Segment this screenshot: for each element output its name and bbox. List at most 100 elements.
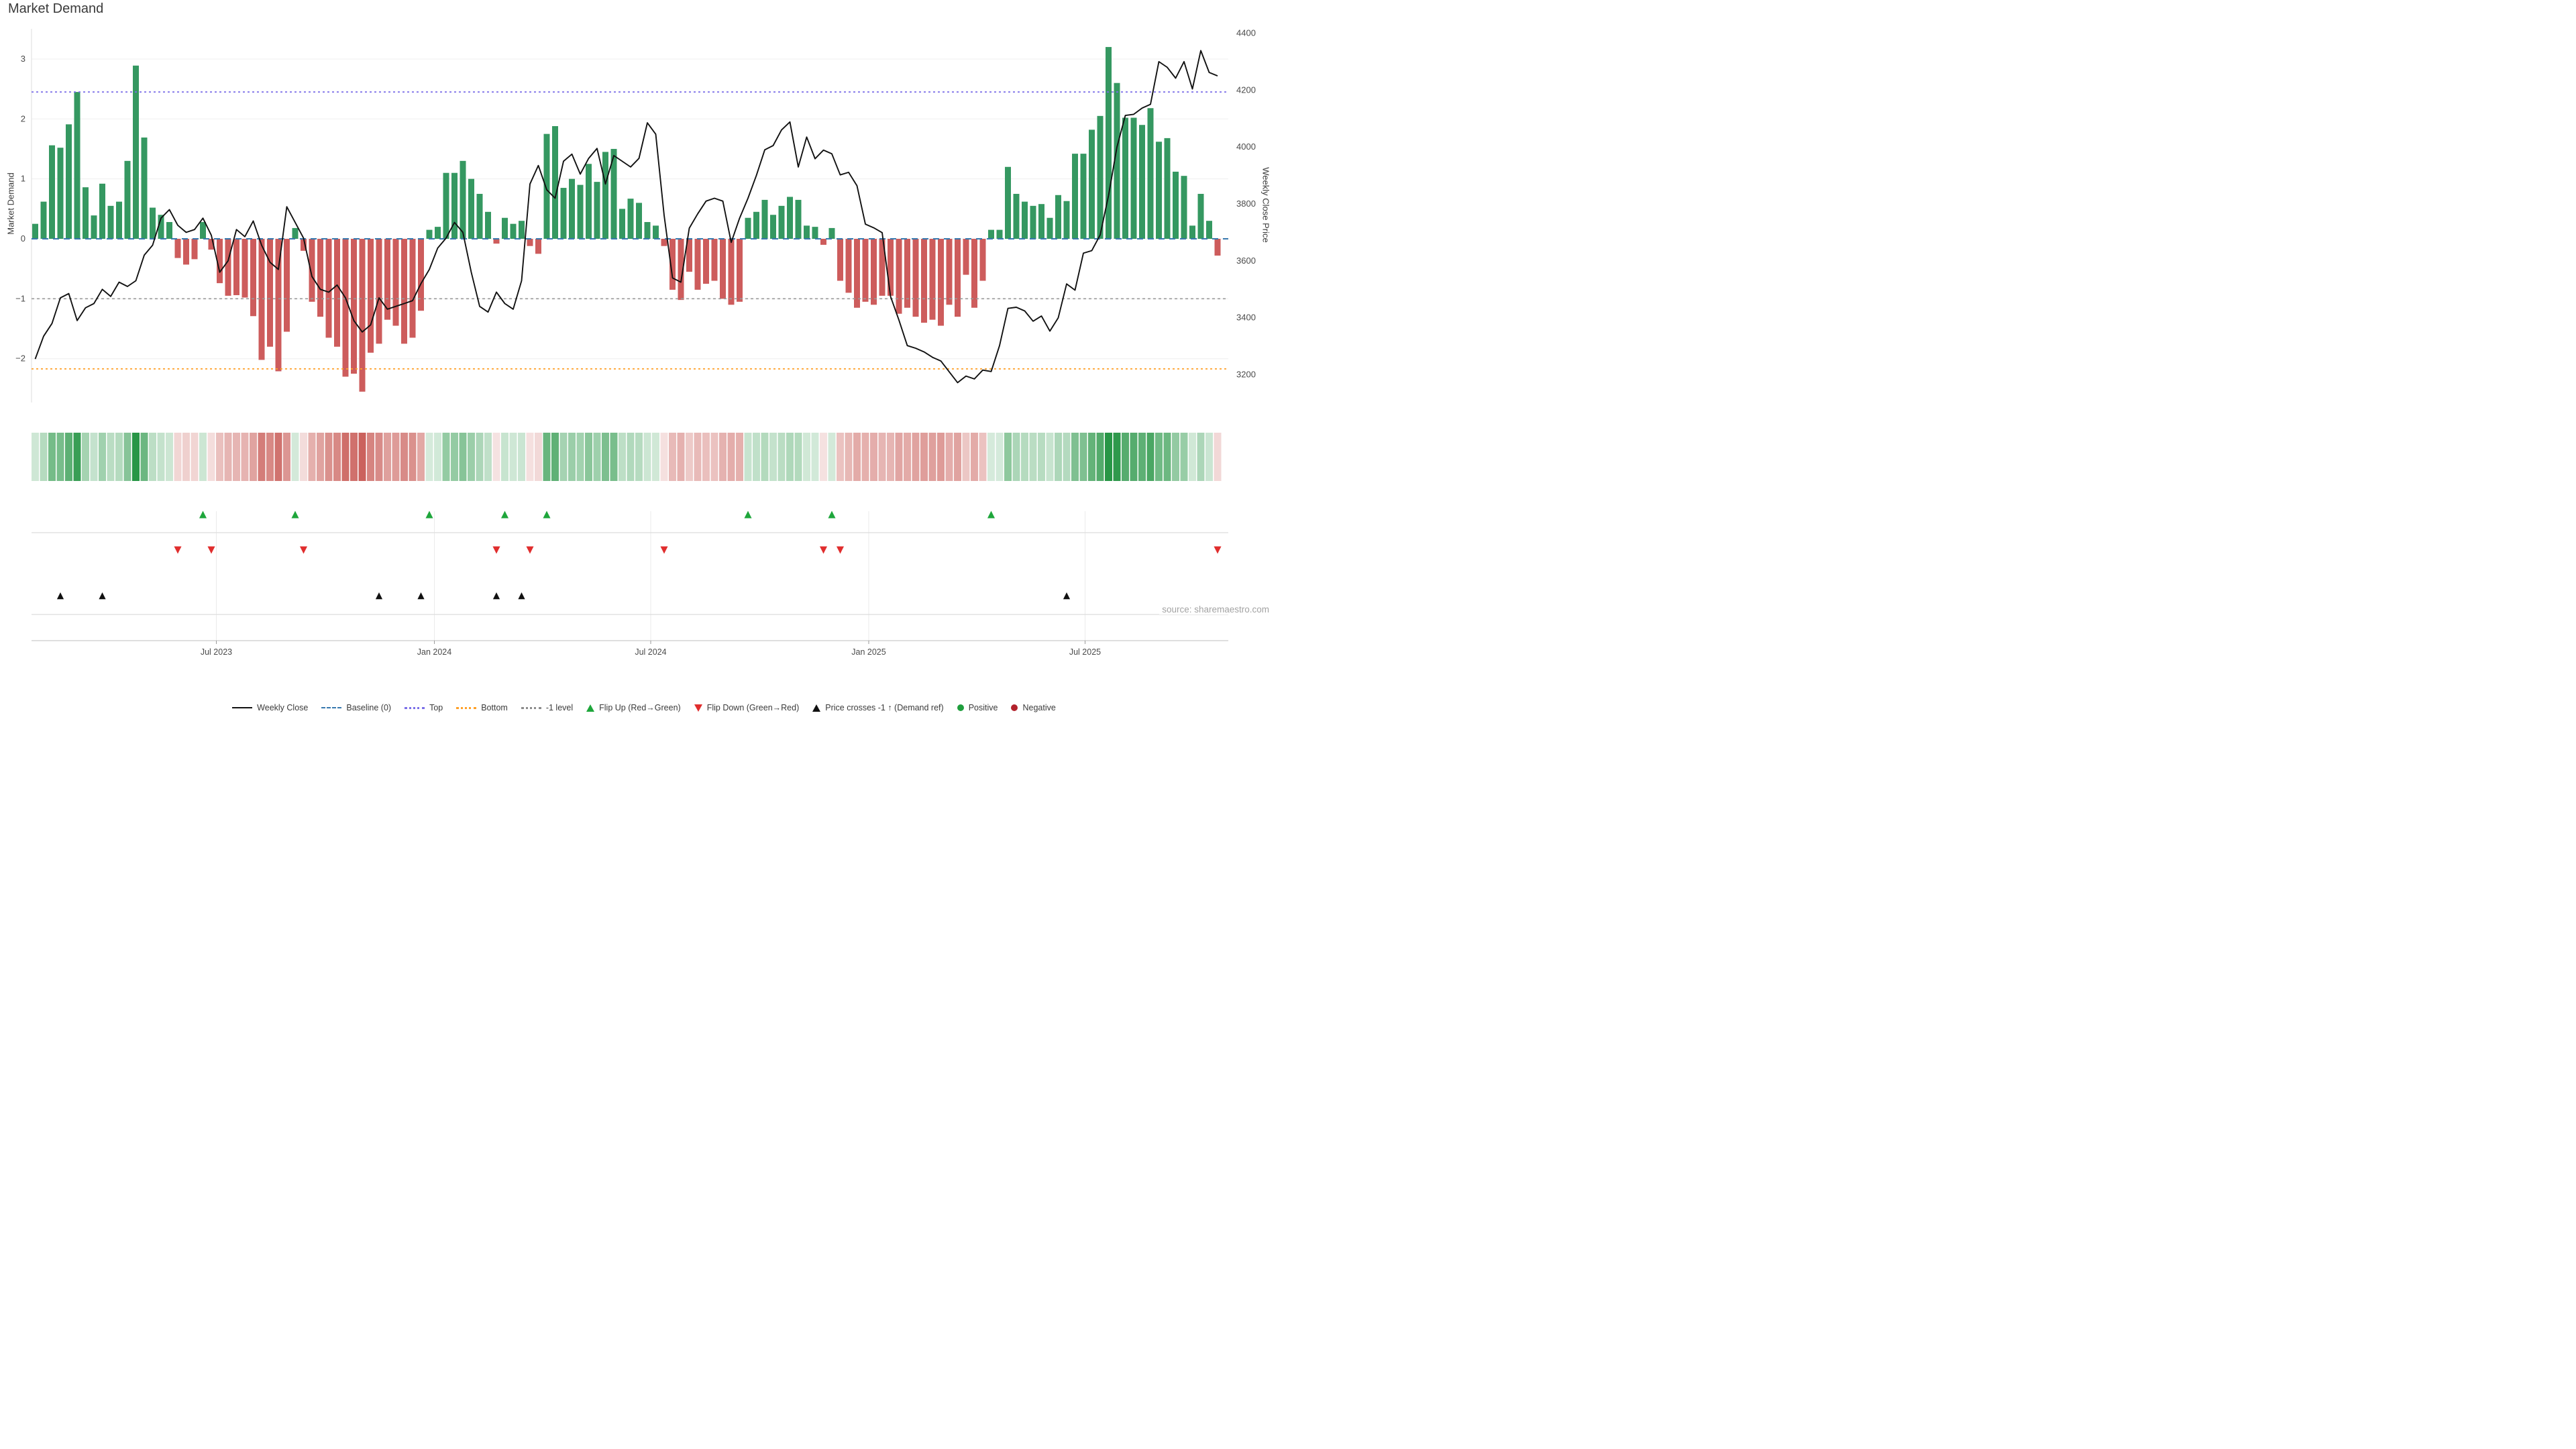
demand-bar-w112 — [971, 239, 977, 308]
y-ticks-right: 4400 4200 4000 3800 3600 3400 3200 — [1236, 28, 1256, 380]
demand-bar-w138 — [1189, 225, 1195, 239]
heat-cell-w38 — [350, 433, 358, 481]
heat-cell-w125 — [1079, 433, 1087, 481]
heat-cell-w10 — [115, 433, 123, 481]
demand-bar-w67 — [594, 182, 600, 239]
demand-bar-w119 — [1030, 205, 1036, 239]
legend-tri-up-icon — [586, 704, 595, 712]
weekly-close-line — [34, 50, 1218, 384]
ytick-right-4400: 4400 — [1236, 28, 1256, 38]
heat-cell-w42 — [384, 433, 391, 481]
legend-tri-up-icon — [812, 704, 821, 712]
demand-bar-w103 — [896, 239, 902, 314]
demand-bar-w29 — [275, 239, 282, 372]
heat-cell-w99 — [861, 433, 869, 481]
demand-bar-w90 — [787, 197, 793, 239]
price-cross-icon — [1063, 592, 1071, 600]
demand-bar-w140 — [1206, 221, 1212, 239]
legend-dot-icon — [405, 706, 425, 709]
heat-cell-w96 — [837, 433, 844, 481]
flip-down-icon — [299, 546, 308, 554]
demand-bar-w62 — [552, 126, 558, 239]
demand-bar-w50 — [451, 172, 458, 239]
heat-cell-w66 — [585, 433, 592, 481]
demand-bar-w84 — [737, 239, 743, 302]
heat-cell-w129 — [1113, 433, 1121, 481]
heat-cell-w98 — [853, 433, 861, 481]
xtick-label: Jul 2025 — [1069, 647, 1101, 657]
demand-bar-w77 — [678, 239, 684, 301]
heat-cell-w105 — [912, 433, 920, 481]
flip-up-markers — [199, 511, 996, 519]
demand-bar-w13 — [141, 137, 148, 239]
demand-bar-w97 — [845, 239, 852, 293]
heat-cell-w86 — [753, 433, 760, 481]
page-title: Market Demand — [8, 1, 104, 16]
heat-cell-w81 — [710, 433, 718, 481]
heat-cell-w141 — [1214, 433, 1222, 481]
heat-cell-w69 — [610, 433, 618, 481]
flip-up-icon — [199, 511, 207, 519]
demand-bar-w49 — [443, 172, 449, 239]
demand-bar-w139 — [1197, 193, 1204, 239]
ytick-right-3400: 3400 — [1236, 313, 1256, 323]
marker-row-gridlines — [32, 532, 1228, 615]
heat-cell-w0 — [32, 433, 39, 481]
flip-up-icon — [744, 511, 752, 519]
demand-bar-w63 — [560, 188, 567, 239]
heat-cell-w43 — [392, 433, 400, 481]
heat-cell-w107 — [928, 433, 936, 481]
legend-label: Baseline (0) — [346, 703, 392, 712]
heat-cell-w15 — [157, 433, 165, 481]
demand-bar-w121 — [1046, 217, 1053, 239]
heat-cell-w93 — [811, 433, 819, 481]
demand-bar-w11 — [124, 160, 131, 239]
demand-bar-w92 — [804, 225, 810, 239]
heat-cell-w136 — [1172, 433, 1179, 481]
heat-cell-w52 — [468, 433, 475, 481]
legend-circle-icon — [1011, 704, 1018, 711]
heat-cell-w18 — [182, 433, 190, 481]
demand-bar-w32 — [301, 239, 307, 251]
demand-bar-w28 — [267, 239, 273, 347]
heat-cell-w137 — [1180, 433, 1188, 481]
heat-cell-w40 — [367, 433, 374, 481]
heat-cell-w11 — [123, 433, 131, 481]
demand-bar-w98 — [854, 239, 860, 308]
heat-cell-w122 — [1055, 433, 1062, 481]
heat-cell-w138 — [1189, 433, 1196, 481]
xtick-label: Jan 2024 — [417, 647, 451, 657]
heat-cell-w75 — [660, 433, 668, 481]
heat-cell-w78 — [686, 433, 693, 481]
demand-bar-w111 — [963, 239, 969, 275]
demand-bar-w136 — [1173, 171, 1179, 239]
heat-cell-w6 — [82, 433, 89, 481]
demand-bar-w137 — [1181, 176, 1187, 239]
demand-bar-w118 — [1022, 201, 1028, 239]
heat-cell-w140 — [1205, 433, 1213, 481]
legend-dot-icon — [521, 706, 541, 709]
legend-item-4: -1 level — [521, 703, 573, 712]
demand-bar-w114 — [988, 229, 994, 239]
demand-bar-w37 — [342, 239, 349, 377]
heat-cell-w57 — [509, 433, 517, 481]
demand-bars — [32, 47, 1221, 392]
demand-bar-w12 — [133, 65, 139, 239]
demand-bar-w15 — [158, 215, 164, 239]
reference-lines — [32, 91, 1228, 370]
demand-bar-w45 — [409, 239, 416, 338]
heat-cell-w56 — [501, 433, 508, 481]
demand-bar-w60 — [535, 239, 541, 254]
demand-bar-w41 — [376, 239, 382, 344]
demand-bar-w70 — [619, 209, 625, 239]
xtick-label: Jul 2023 — [201, 647, 232, 657]
heat-cell-w29 — [274, 433, 282, 481]
heat-cell-w27 — [258, 433, 266, 481]
heat-cell-w50 — [451, 433, 458, 481]
ytick-right-4200: 4200 — [1236, 85, 1256, 95]
heat-cell-w19 — [191, 433, 199, 481]
ytick-left-0: 0 — [21, 233, 25, 244]
demand-bar-w26 — [250, 239, 256, 317]
heat-cell-w113 — [979, 433, 987, 481]
heat-cell-w2 — [48, 433, 56, 481]
